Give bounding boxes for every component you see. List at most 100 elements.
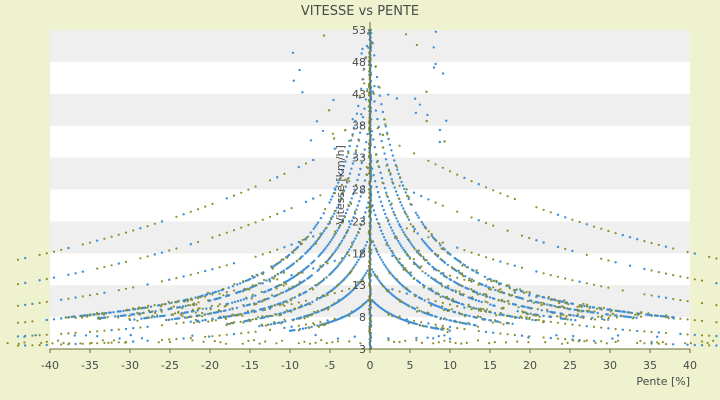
data-point (251, 309, 254, 312)
data-point (313, 225, 317, 228)
data-point (341, 259, 344, 262)
data-point (122, 309, 125, 313)
data-point (563, 307, 566, 310)
data-point (350, 219, 354, 222)
data-point (275, 262, 279, 265)
data-point (98, 318, 102, 321)
data-point (271, 314, 274, 317)
data-point (400, 300, 403, 303)
data-point (614, 261, 617, 264)
data-point (147, 304, 150, 307)
data-point (387, 244, 390, 247)
data-point (536, 308, 539, 311)
data-point (253, 275, 256, 279)
data-point (388, 143, 392, 146)
data-point (256, 316, 259, 319)
data-point (484, 221, 488, 225)
data-point (374, 109, 378, 112)
data-point (715, 321, 718, 324)
data-point (365, 141, 368, 144)
data-point (486, 278, 489, 281)
data-point (290, 243, 293, 246)
data-point (420, 341, 424, 344)
data-point (361, 279, 364, 282)
data-point (254, 185, 257, 188)
data-point (477, 309, 480, 312)
data-point (358, 256, 362, 259)
data-point (446, 263, 450, 267)
data-point (636, 312, 639, 315)
data-point (139, 326, 142, 329)
data-point (305, 290, 308, 293)
data-point (576, 314, 579, 318)
data-point (436, 292, 440, 295)
data-point (360, 52, 363, 55)
data-point (499, 291, 502, 294)
data-point (534, 314, 538, 317)
data-point (45, 318, 48, 322)
data-point (24, 281, 27, 285)
data-point (388, 199, 391, 203)
data-point (443, 317, 446, 320)
data-point (528, 294, 531, 297)
data-point (420, 310, 423, 313)
data-point (592, 325, 596, 328)
x-tick-label: 10 (443, 359, 457, 372)
data-point (549, 320, 552, 323)
data-point (209, 308, 212, 311)
data-point (506, 333, 509, 336)
data-point (178, 305, 182, 309)
data-point (372, 92, 375, 95)
data-point (352, 240, 355, 243)
data-point (97, 316, 100, 319)
data-point (225, 264, 228, 267)
data-point (261, 282, 264, 285)
axes (49, 22, 691, 353)
data-point (385, 216, 388, 219)
data-point (455, 269, 458, 273)
data-point (16, 344, 20, 347)
data-point (257, 282, 260, 285)
data-point (239, 299, 243, 302)
data-point (411, 225, 414, 228)
data-point (407, 195, 410, 199)
data-point (425, 243, 428, 246)
data-point (715, 304, 718, 307)
data-point (348, 226, 351, 229)
data-point (330, 289, 333, 292)
data-point (457, 301, 461, 305)
data-point (252, 339, 256, 342)
data-point (280, 339, 284, 342)
data-point (231, 285, 235, 288)
data-point (347, 152, 350, 155)
data-point (592, 225, 596, 228)
data-point (315, 120, 319, 123)
data-point (391, 254, 394, 258)
data-point (225, 231, 228, 234)
data-point (240, 313, 243, 316)
data-point (639, 339, 642, 343)
data-point (582, 309, 585, 313)
data-point (345, 181, 349, 184)
data-point (380, 103, 383, 106)
data-point (283, 246, 286, 249)
data-point (139, 313, 142, 316)
data-point (399, 201, 402, 204)
data-point (264, 324, 267, 327)
data-point (304, 326, 307, 330)
data-point (210, 304, 213, 307)
data-point (431, 314, 434, 317)
data-point (391, 229, 394, 232)
data-point (285, 309, 288, 312)
data-point (160, 324, 164, 327)
data-point (689, 342, 692, 345)
x-tick-label: 30 (603, 359, 617, 372)
data-point (301, 238, 304, 241)
data-point (482, 307, 485, 311)
data-point (305, 250, 308, 254)
data-point (139, 227, 142, 230)
x-tick-label: 20 (523, 359, 537, 372)
data-point (284, 320, 287, 323)
data-point (67, 246, 70, 250)
data-point (376, 127, 379, 130)
